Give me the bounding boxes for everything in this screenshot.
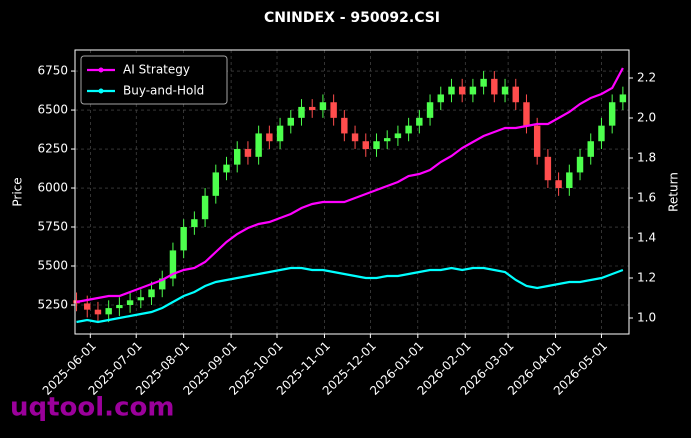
candle-body <box>137 297 145 301</box>
candle-body <box>576 156 584 173</box>
candle-body <box>159 278 166 290</box>
candle-body <box>116 304 123 309</box>
candle-body <box>266 133 273 142</box>
candle-body <box>405 125 412 134</box>
legend-marker <box>98 88 104 94</box>
candle-body <box>448 86 455 95</box>
chart-title: CNINDEX - 950092.CSI <box>264 10 440 26</box>
candle-body <box>437 94 444 103</box>
y2-tick-label: 1.0 <box>637 311 656 325</box>
candle-body <box>330 102 337 118</box>
candle-body <box>169 250 177 279</box>
legend-box <box>80 55 228 105</box>
candle-body <box>223 164 230 173</box>
candle-body <box>383 138 391 142</box>
y-tick-label: 5250 <box>37 297 68 311</box>
y2-axis-label: Return <box>667 172 681 212</box>
y2-tick-label: 2.0 <box>637 111 656 125</box>
legend-marker <box>98 67 104 73</box>
y-tick-label: 5750 <box>37 220 68 234</box>
candle-body <box>544 156 552 181</box>
candle-body <box>608 102 616 126</box>
y-tick-label: 6750 <box>37 64 68 78</box>
candle-body <box>587 141 594 157</box>
candle-body <box>191 219 198 228</box>
candle-body <box>362 141 369 150</box>
candle-body <box>416 117 423 126</box>
candle-body <box>426 102 434 118</box>
y-tick-label: 6500 <box>37 103 68 117</box>
candle-body <box>276 125 284 142</box>
candle-body <box>319 102 327 111</box>
candle-body <box>84 303 91 310</box>
candle-body <box>308 106 316 111</box>
candle-body <box>126 300 134 305</box>
candle-body <box>244 149 252 157</box>
candle-body <box>394 133 402 139</box>
candle-body <box>458 86 466 95</box>
candle-body <box>491 78 498 95</box>
y-axis-label: Price <box>11 177 25 206</box>
candle-body <box>469 86 477 95</box>
legend-label: AI Strategy <box>123 63 190 77</box>
candle-body <box>180 227 187 251</box>
legend: AI Strategy Buy-and-Hold <box>80 55 228 105</box>
candle-body <box>148 289 155 298</box>
candle-body <box>351 133 359 142</box>
candle-body <box>212 172 220 196</box>
candle-body <box>533 125 541 157</box>
line-series <box>76 266 624 324</box>
watermark: uqtool.com <box>10 393 174 423</box>
candle-body <box>341 117 348 134</box>
candle-body <box>566 172 573 189</box>
candle-body <box>523 102 530 126</box>
y-tick-label: 6000 <box>37 181 68 195</box>
candle-body <box>255 133 262 157</box>
candle-body <box>598 125 605 142</box>
candle-body <box>201 195 209 220</box>
candle-body <box>94 309 102 315</box>
candle-body <box>480 78 487 87</box>
candle-body <box>619 94 627 103</box>
y2-tick-label: 2.2 <box>637 71 656 85</box>
y-tick-label: 5500 <box>37 259 68 273</box>
candle-body <box>105 308 112 315</box>
legend-label: Buy-and-Hold <box>123 84 204 98</box>
plot-frame <box>74 49 630 335</box>
y2-tick-label: 1.8 <box>637 151 656 165</box>
candle-body <box>234 149 241 165</box>
y-tick-label: 6250 <box>37 142 68 156</box>
y2-tick-label: 1.2 <box>637 271 656 285</box>
candle-body <box>501 86 509 95</box>
candle-body <box>555 180 562 189</box>
y2-tick-label: 1.6 <box>637 191 656 205</box>
candle-body <box>287 117 294 126</box>
candle-body <box>373 141 380 150</box>
y2-tick-label: 1.4 <box>637 231 656 245</box>
candle-body <box>512 86 519 103</box>
line-series <box>76 67 624 304</box>
candle-body <box>298 106 305 118</box>
